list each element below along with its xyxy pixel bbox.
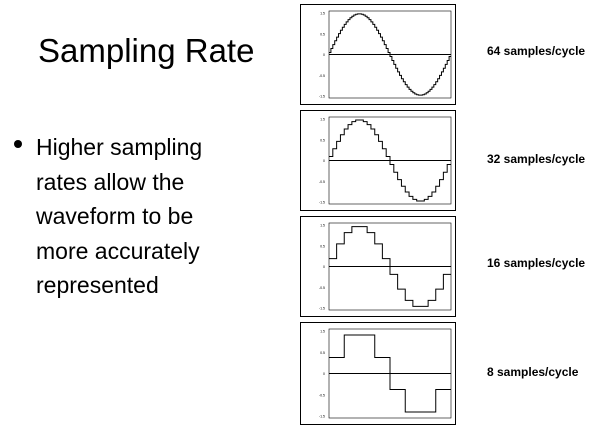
bullet-text: Higher sampling rates allow the waveform… (36, 134, 203, 298)
waveform-plot: 1.5 0.5 0 -0.5 -1.5 (319, 116, 452, 205)
rate-label-16: 16 samples/cycle (487, 256, 586, 270)
rate-label-8: 8 samples/cycle (487, 365, 579, 379)
waveform-plot: 1.5 0.5 0 -0.5 -1.5 (319, 10, 452, 99)
rate-label-64: 64 samples/cycle (487, 44, 586, 58)
tick-label: -0.5 (319, 74, 325, 78)
slide-title: Sampling Rate (38, 32, 255, 69)
waveform-panel-32: 1.5 0.5 0 -0.5 -1.5 (300, 110, 456, 211)
tick-label: 0 (323, 372, 325, 376)
bullet-dot-icon (14, 140, 22, 148)
sampled-waveform (329, 13, 451, 96)
tick-label: 1.5 (320, 118, 325, 122)
waveform-panel-16: 1.5 0.5 0 -0.5 -1.5 (300, 216, 456, 317)
waveform-plot: 1.5 0.5 0 -0.5 -1.5 (319, 328, 452, 419)
tick-label: -1.5 (319, 201, 325, 205)
tick-label: 0.5 (320, 138, 325, 142)
tick-label: 0 (323, 159, 325, 163)
tick-label: 0.5 (320, 32, 325, 36)
tick-label: -1.5 (319, 415, 325, 419)
tick-label: 0 (323, 53, 325, 57)
tick-label: -1.5 (319, 95, 325, 99)
tick-label: 0.5 (320, 244, 325, 248)
tick-label: 1.5 (320, 224, 325, 228)
waveform-panel-64: 1.5 0.5 0 -0.5 -1.5 (300, 4, 456, 105)
waveform-plot: 1.5 0.5 0 -0.5 -1.5 (319, 222, 452, 311)
tick-label: 0 (323, 265, 325, 269)
tick-label: -0.5 (319, 393, 325, 397)
waveform-panel-8: 1.5 0.5 0 -0.5 -1.5 (300, 322, 456, 425)
tick-label: 1.5 (320, 12, 325, 16)
tick-label: 1.5 (320, 330, 325, 334)
sampled-waveform (329, 226, 451, 307)
rate-label-32: 32 samples/cycle (487, 152, 586, 166)
sampled-waveform (329, 119, 451, 202)
tick-label: -1.5 (319, 307, 325, 311)
tick-label: -0.5 (319, 286, 325, 290)
sampled-waveform (329, 334, 451, 413)
tick-label: 0.5 (320, 351, 325, 355)
tick-label: -0.5 (319, 180, 325, 184)
